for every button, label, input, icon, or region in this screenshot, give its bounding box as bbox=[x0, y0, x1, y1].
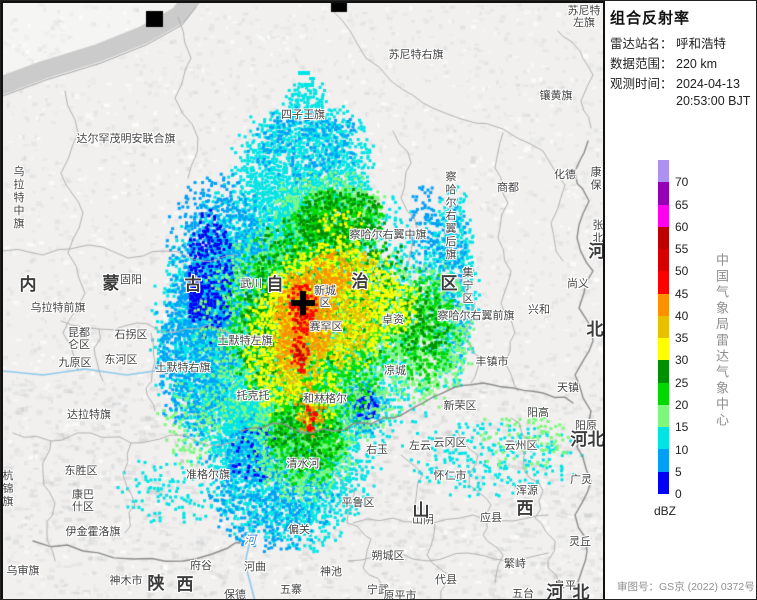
legend-color-block bbox=[658, 182, 669, 205]
legend-tick: 65 bbox=[675, 197, 689, 212]
legend-color-block bbox=[658, 382, 669, 405]
info-label: 观测时间： bbox=[610, 77, 673, 91]
info-value: 呼和浩特 bbox=[676, 37, 727, 51]
legend-color-block bbox=[658, 315, 669, 339]
legend-tick: 5 bbox=[675, 464, 682, 479]
info-row: 雷达站名： 呼和浩特 bbox=[610, 36, 756, 53]
legend-tick: 35 bbox=[675, 331, 689, 346]
legend-unit-label: dBZ bbox=[654, 504, 677, 518]
legend-tick: 60 bbox=[675, 219, 689, 234]
legend-tick: 55 bbox=[675, 242, 689, 257]
legend-color-block bbox=[658, 271, 669, 294]
legend-color-block bbox=[658, 293, 669, 316]
info-value: 2024-04-13 20:53:00 BJT bbox=[676, 77, 751, 108]
info-label: 数据范围： bbox=[610, 57, 673, 71]
info-value: 220 km bbox=[676, 57, 717, 71]
radar-map-canvas bbox=[3, 3, 603, 599]
map-approval-number: 审图号：GS京 (2022) 0372号 bbox=[617, 581, 755, 593]
legend-color-block bbox=[658, 471, 669, 494]
legend-color-block bbox=[658, 204, 669, 227]
legend-tick: 20 bbox=[675, 397, 689, 412]
legend-color-block bbox=[658, 226, 669, 250]
info-row: 数据范围： 220 km bbox=[610, 56, 756, 73]
legend-color-block bbox=[658, 160, 669, 183]
agency-watermark: 中国气象局雷达气象中心 bbox=[714, 253, 729, 429]
legend-color-block bbox=[658, 427, 669, 450]
legend-color-block bbox=[658, 249, 669, 272]
product-title: 组合反射率 bbox=[610, 10, 691, 27]
legend-color-block bbox=[658, 449, 669, 472]
legend-tick: 10 bbox=[675, 442, 689, 457]
legend-tick: 45 bbox=[675, 286, 689, 301]
legend-color-block bbox=[658, 404, 669, 428]
legend-tick: 30 bbox=[675, 353, 689, 368]
legend-tick: 25 bbox=[675, 375, 689, 390]
info-row: 观测时间： 2024-04-13 20:53:00 BJT bbox=[610, 76, 756, 110]
station-info-rows: 雷达站名： 呼和浩特 数据范围： 220 km 观测时间： 2024-04-13 20:5… bbox=[610, 36, 756, 113]
legend-tick: 40 bbox=[675, 308, 689, 323]
legend-tick: 50 bbox=[675, 264, 689, 279]
legend-tick: 0 bbox=[675, 487, 682, 502]
info-panel: 组合反射率 雷达站名： 呼和浩特 数据范围： 220 km 观测时间： 2024-04-1… bbox=[605, 1, 756, 599]
radar-map: 苏尼特右旗 苏尼特 左旗 镶黄旗 四子王旗 达尔罕茂明安联合旗 化德 商都 康保 张北 尚义 兴和察… bbox=[1, 1, 605, 599]
legend-tick: 70 bbox=[675, 175, 689, 190]
legend-tick: 15 bbox=[675, 420, 689, 435]
info-label: 雷达站名： bbox=[610, 37, 673, 51]
legend-color-block bbox=[658, 360, 669, 383]
reflectivity-color-scale bbox=[658, 160, 669, 494]
legend-color-block bbox=[658, 338, 669, 361]
